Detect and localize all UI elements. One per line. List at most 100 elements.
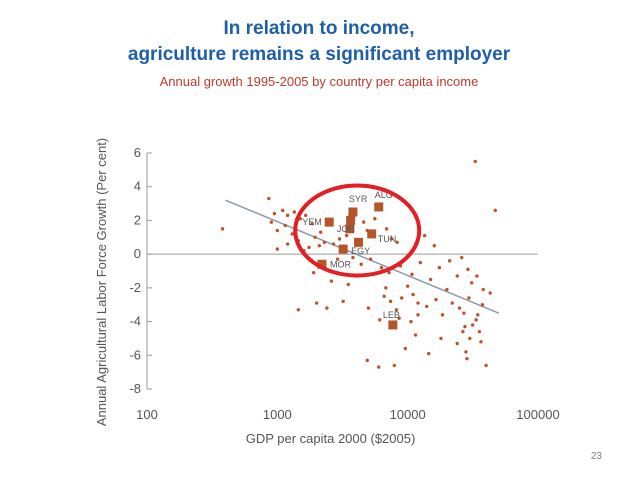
slide-title-line-2: agriculture remains a significant employ… <box>127 44 511 65</box>
data-point <box>384 227 389 231</box>
data-point <box>283 223 287 228</box>
data-point <box>428 277 433 282</box>
x-tick-label: 10000 <box>390 407 426 422</box>
data-point <box>493 208 497 213</box>
data-point <box>410 272 414 277</box>
point-label: EGY <box>351 246 370 256</box>
data-point <box>379 265 384 270</box>
data-point <box>275 247 280 251</box>
point-label: LEB <box>383 310 400 320</box>
data-point <box>466 267 470 272</box>
data-point <box>403 346 408 351</box>
data-point <box>461 329 465 334</box>
data-point <box>382 294 386 298</box>
highlight-point <box>374 202 384 212</box>
data-point <box>311 270 316 275</box>
y-tick-label: 2 <box>134 212 141 227</box>
data-point <box>488 291 492 295</box>
data-point <box>220 227 225 231</box>
y-tick-label: 0 <box>134 246 141 261</box>
y-tick-label: 6 <box>134 145 141 160</box>
data-point <box>475 274 479 278</box>
data-point <box>416 301 420 305</box>
point-label: YEM <box>302 217 322 227</box>
highlight-point <box>348 207 358 217</box>
data-point <box>331 242 336 246</box>
data-point <box>473 159 477 164</box>
data-point <box>468 336 472 341</box>
data-point <box>281 208 285 213</box>
data-point <box>439 336 443 341</box>
data-point <box>400 296 404 300</box>
data-point <box>292 210 297 214</box>
point-label: TUN <box>378 234 397 244</box>
data-point <box>467 296 471 300</box>
data-point <box>422 233 427 238</box>
slide-page-number: 23 <box>590 451 602 462</box>
data-point <box>413 333 418 337</box>
data-point <box>337 237 342 241</box>
slide-subtitle: Annual growth 1995-2005 by country per c… <box>159 74 479 89</box>
data-point <box>397 316 401 320</box>
data-point <box>480 303 485 307</box>
x-tick-label: 1000 <box>263 407 292 422</box>
data-point <box>318 230 323 234</box>
data-point <box>341 299 345 304</box>
y-tick-label: -4 <box>129 314 141 329</box>
data-point <box>387 270 391 275</box>
data-point <box>290 232 294 236</box>
data-point <box>384 286 388 290</box>
data-point <box>388 299 393 304</box>
data-point <box>269 220 274 224</box>
data-point <box>440 313 445 317</box>
data-point <box>365 358 369 363</box>
data-point <box>481 287 485 292</box>
data-point <box>477 329 482 334</box>
y-tick-label: -8 <box>129 381 141 396</box>
data-point <box>285 213 290 218</box>
data-point <box>455 341 459 346</box>
highlight-point <box>388 320 398 330</box>
data-point <box>450 301 454 305</box>
data-point <box>432 244 436 248</box>
y-tick-label: -6 <box>129 347 141 362</box>
data-point <box>463 324 467 329</box>
data-point <box>325 306 329 310</box>
data-point <box>313 235 317 239</box>
data-point <box>470 323 475 327</box>
highlight-point <box>346 215 356 225</box>
data-point <box>368 257 373 261</box>
data-point <box>484 363 488 368</box>
highlight-point <box>354 237 364 247</box>
data-point <box>462 311 466 315</box>
y-tick-label: 4 <box>134 179 141 194</box>
data-point <box>457 306 462 310</box>
data-point <box>394 308 399 312</box>
data-point <box>344 233 349 238</box>
data-point <box>434 297 438 302</box>
data-point <box>329 279 334 283</box>
data-point <box>426 351 431 356</box>
x-tick-label: 100000 <box>516 407 559 422</box>
data-point <box>460 255 464 260</box>
data-point <box>322 240 327 245</box>
y-axis-title: Annual Agricultural Labor Force Growth (… <box>94 138 109 426</box>
data-point <box>405 284 410 288</box>
data-point <box>275 228 280 233</box>
x-tick-label: 100 <box>136 407 158 422</box>
slide-title-line-1: In relation to income, <box>223 18 415 39</box>
data-point <box>416 313 420 317</box>
data-point <box>272 211 277 216</box>
data-point <box>314 301 319 305</box>
data-point <box>346 282 350 287</box>
data-point <box>310 222 314 226</box>
data-point <box>377 365 381 369</box>
data-point <box>425 304 429 309</box>
data-point <box>479 340 483 344</box>
highlight-point <box>317 259 327 269</box>
data-point <box>464 350 468 354</box>
data-point <box>351 255 355 260</box>
data-point <box>317 244 322 248</box>
highlight-point <box>324 217 334 227</box>
data-point <box>303 213 308 218</box>
